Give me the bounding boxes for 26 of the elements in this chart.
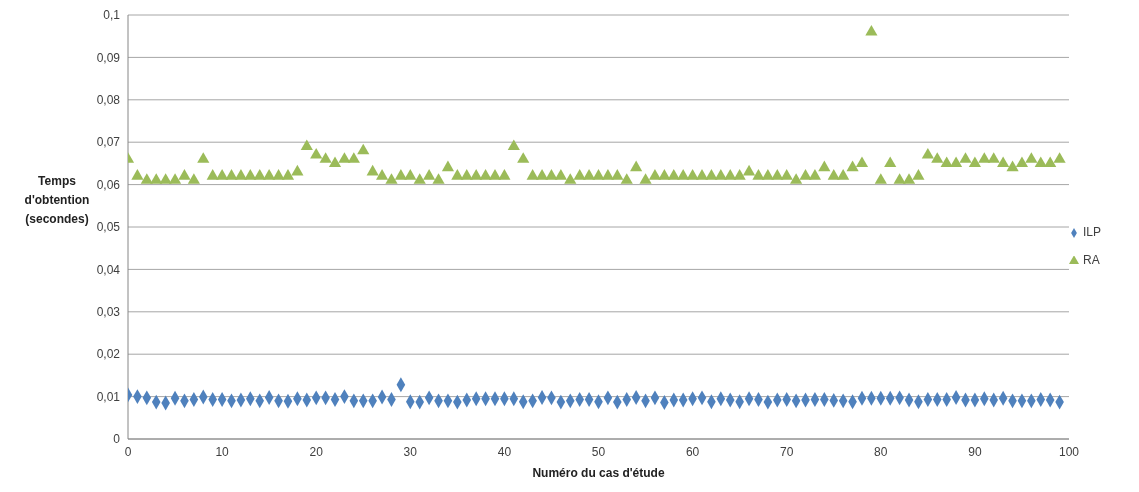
y-axis-title: Temps d'obtention (secondes)	[24, 174, 90, 226]
y-tick-label: 0,09	[96, 50, 121, 65]
x-tick-label: 10	[215, 444, 230, 459]
y-tick-label: 0,01	[96, 389, 121, 404]
legend-label: RA	[1083, 253, 1100, 267]
x-tick-label: 0	[124, 444, 132, 459]
y-tick-label: 0	[113, 432, 121, 447]
x-tick-label: 30	[403, 444, 418, 459]
legend-label: ILP	[1083, 225, 1102, 239]
y-tick-label: 0,05	[96, 220, 121, 235]
x-tick-label: 90	[968, 444, 982, 459]
x-axis-title: Numéro du cas d'étude	[532, 466, 665, 480]
y-tick-label: 0,04	[96, 262, 121, 277]
x-tick-label: 40	[497, 444, 512, 459]
x-tick-label: 100	[1058, 444, 1080, 459]
x-tick-label: 20	[309, 444, 324, 459]
x-tick-label: 60	[685, 444, 700, 459]
x-tick-label: 70	[780, 444, 794, 459]
y-tick-label: 0,08	[96, 93, 121, 108]
y-tick-label: 0,07	[96, 135, 121, 150]
y-tick-label: 0,03	[96, 305, 121, 320]
x-tick-label: 80	[874, 444, 888, 459]
y-tick-label: 0,02	[96, 347, 121, 362]
y-tick-label: 0,06	[96, 177, 121, 192]
y-tick-label: 0,1	[103, 8, 121, 23]
x-tick-label: 50	[591, 444, 606, 459]
